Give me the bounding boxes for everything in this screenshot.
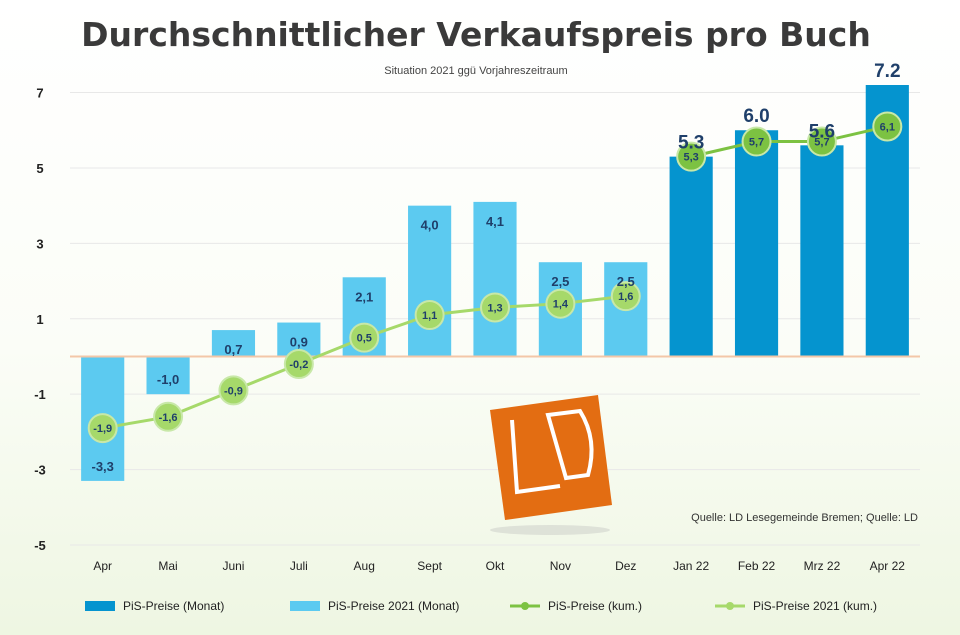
- line-point: [218, 375, 249, 406]
- x-tick-label: Apr: [93, 559, 112, 573]
- point-value-label: 6,1: [880, 121, 895, 133]
- logo-letter-l: [510, 419, 561, 495]
- chart-subtitle: Situation 2021 ggü Vorjahreszeitraum: [384, 65, 567, 77]
- y-tick-label: 3: [36, 236, 43, 251]
- lines: 5,3 5,7 5,7 6,1 -1,9 -1,6 -0,9 -0,2 0,5 1,1 1,3 1,4…: [87, 111, 903, 444]
- bar-value-label: -3,3: [91, 459, 113, 474]
- point-value-label: -0,2: [289, 359, 308, 371]
- y-tick-label: 5: [36, 161, 43, 176]
- line-point: [741, 126, 772, 157]
- bar-value-label: 7.2: [874, 61, 900, 82]
- x-tick-label: Okt: [486, 559, 505, 573]
- x-tick-label: Nov: [550, 559, 571, 573]
- line-point: [806, 126, 837, 157]
- bar-value-label: 5.6: [809, 121, 835, 142]
- line-point: [283, 349, 314, 380]
- y-tick-label: -1: [34, 387, 46, 402]
- x-tick-label: Mai: [158, 559, 177, 573]
- line-point: [349, 322, 380, 353]
- bar-value-label: 4,0: [421, 218, 439, 233]
- bar-value-label: -1,0: [157, 372, 179, 387]
- series-line: [690, 125, 888, 159]
- source-note: Quelle: LD Lesegemeinde Bremen; Quelle: …: [691, 512, 918, 524]
- line-point: [414, 300, 445, 330]
- x-tick-label: Jan 22: [673, 559, 709, 573]
- point-value-label: 0,5: [357, 333, 372, 345]
- logo-shadow: [490, 525, 610, 535]
- y-tick-label: -5: [34, 538, 46, 553]
- point-value-label: 5,3: [684, 152, 699, 164]
- bar: [211, 330, 256, 357]
- point-value-label: 1,4: [553, 299, 569, 311]
- line-point: [872, 111, 903, 142]
- bar-value-label: 6.0: [743, 106, 769, 127]
- legend-label: PiS-Preise 2021 (Monat): [328, 599, 459, 613]
- line-point: [87, 413, 118, 444]
- bar: [146, 356, 190, 395]
- bar-value-label: 4,1: [486, 214, 504, 229]
- line-point: [676, 141, 707, 172]
- legend-swatch: [85, 601, 115, 611]
- point-value-label: -1,9: [93, 423, 112, 435]
- legend-label: PiS-Preise 2021 (kum.): [753, 599, 877, 613]
- line-point: [610, 281, 641, 312]
- bar-value-label: 2,1: [355, 289, 373, 304]
- bar-value-label: 0,9: [290, 335, 308, 350]
- y-tick-label: -3: [34, 463, 46, 478]
- x-axis-ticks: Apr Mai Juni Juli Aug Sept Okt Nov Dez Jan 22 Feb …: [93, 559, 905, 573]
- legend: PiS-Preise (Monat) PiS-Preise 2021 (Monat…: [85, 599, 877, 613]
- legend-label: PiS-Preise (kum.): [548, 599, 642, 613]
- point-value-label: 1,1: [422, 310, 437, 322]
- x-tick-label: Feb 22: [738, 559, 776, 573]
- x-tick-label: Dez: [615, 559, 636, 573]
- y-tick-label: 1: [36, 312, 43, 327]
- y-axis-ticks: -5 -3 -1 1 3 5 7: [34, 86, 46, 553]
- x-tick-label: Sept: [417, 559, 442, 573]
- bar-value-label: 0,7: [224, 342, 242, 357]
- bar: [734, 130, 779, 357]
- bar-value-label: 5.3: [678, 133, 704, 154]
- legend-swatch: [290, 601, 320, 611]
- legend-label: PiS-Preise (Monat): [123, 599, 224, 613]
- x-tick-label: Mrz 22: [804, 559, 841, 573]
- x-tick-label: Aug: [354, 559, 375, 573]
- point-value-label: -0,9: [224, 385, 243, 397]
- ld-logo: [490, 395, 612, 535]
- point-value-label: 5,7: [749, 137, 764, 149]
- point-value-label: 1,3: [487, 302, 502, 314]
- data-labels: 5.3 6.0 5.6 7.2 -3,3 -1,0 0,7 0,9 2,1 4,0 4,1 2,5 2,…: [91, 61, 900, 474]
- line-point: [545, 288, 576, 319]
- x-tick-label: Juni: [222, 559, 244, 573]
- x-tick-label: Apr 22: [870, 559, 906, 573]
- chart-title: Durchschnittlicher Verkaufspreis pro Buc…: [81, 15, 871, 54]
- legend-swatch-marker: [521, 602, 529, 610]
- logo-letter-d: [545, 408, 594, 481]
- bar: [669, 156, 713, 357]
- bar: [408, 205, 452, 357]
- logo-square: [490, 395, 612, 520]
- point-value-label: 1,6: [618, 291, 633, 303]
- point-value-label: -1,6: [159, 412, 178, 424]
- legend-swatch-marker: [726, 602, 734, 610]
- bar-value-label: 2,5: [551, 274, 569, 289]
- point-value-label: 5,7: [814, 137, 829, 149]
- bar: [800, 145, 844, 357]
- x-tick-label: Juli: [290, 559, 308, 573]
- bar: [473, 201, 517, 357]
- line-point: [480, 292, 510, 323]
- line-point: [153, 401, 184, 432]
- y-tick-label: 7: [36, 86, 43, 101]
- bar-value-label: 2,5: [617, 274, 635, 289]
